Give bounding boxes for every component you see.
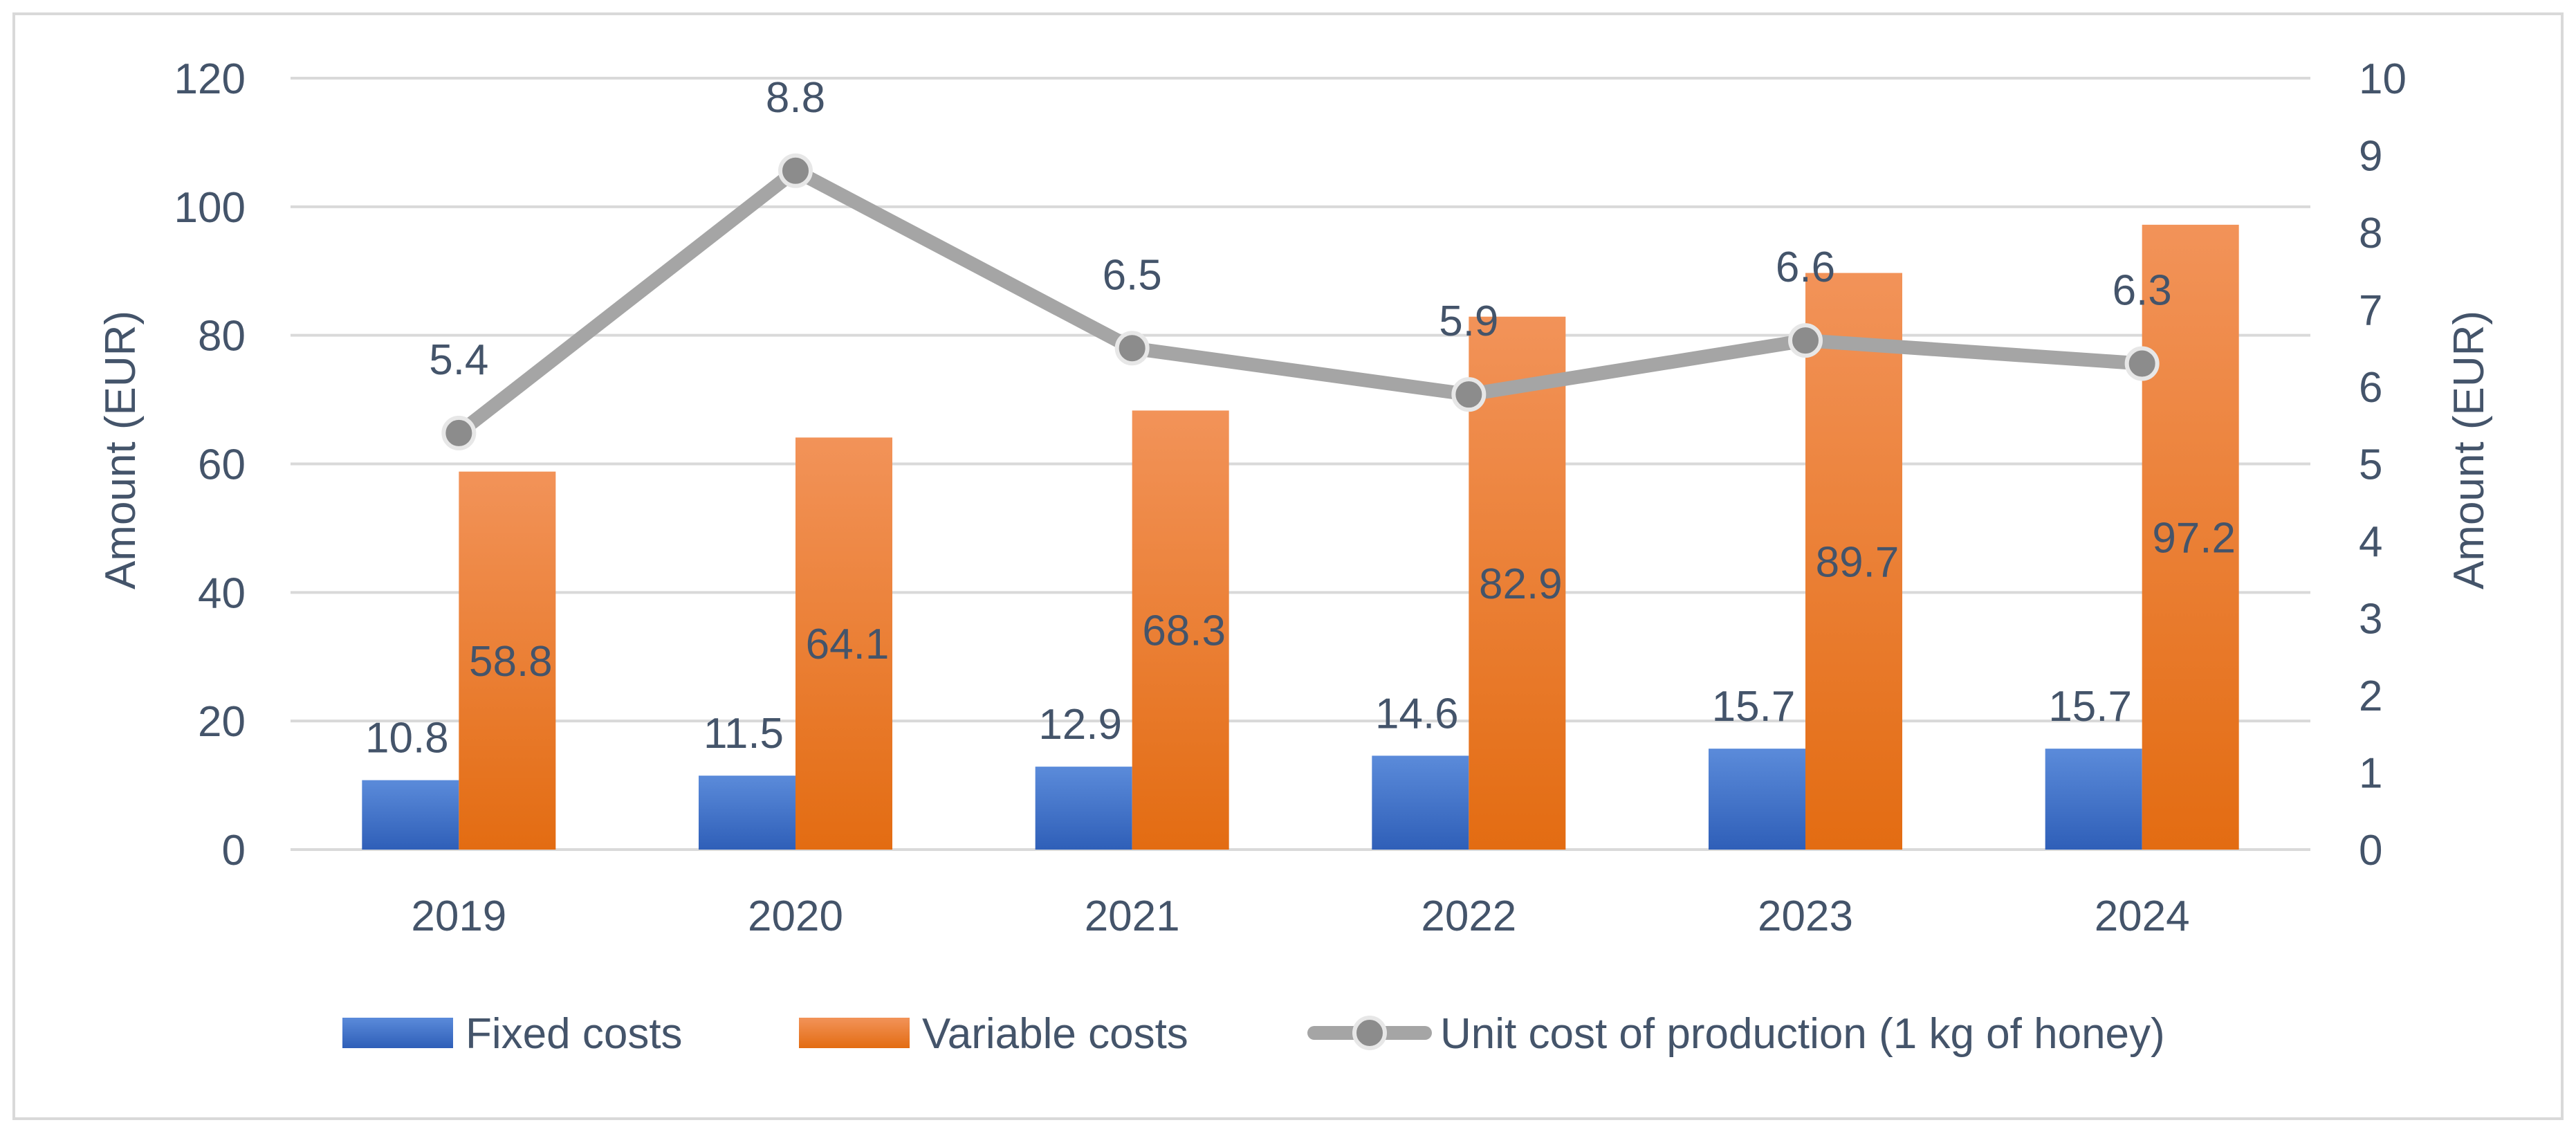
y2-tick-label: 7 — [2359, 287, 2382, 335]
bar-fixed-costs — [1035, 767, 1132, 850]
data-label-variable: 97.2 — [2152, 514, 2236, 562]
bar-variable-costs — [1132, 410, 1229, 850]
y-tick-label: 40 — [198, 569, 246, 617]
data-label-variable: 58.8 — [469, 638, 553, 686]
unit-cost-marker — [1451, 377, 1487, 412]
x-tick-label: 2020 — [748, 892, 843, 940]
legend-marker — [1352, 1016, 1387, 1050]
data-label-fixed: 10.8 — [365, 715, 449, 762]
y-tick-label: 100 — [174, 184, 246, 232]
chart-border — [12, 12, 2564, 1120]
data-label-unit-cost: 6.6 — [1776, 244, 1835, 291]
y2-tick-label: 9 — [2359, 133, 2382, 181]
unit-cost-marker — [1788, 323, 1823, 358]
y-tick-label: 60 — [198, 441, 246, 489]
bar-fixed-costs — [362, 780, 459, 850]
x-tick-label: 2022 — [1421, 892, 1516, 940]
bar-variable-costs — [1469, 316, 1566, 850]
x-tick-label: 2023 — [1758, 892, 1853, 940]
x-tick-label: 2019 — [411, 892, 506, 940]
bar-fixed-costs — [699, 776, 795, 850]
legend-label: Variable costs — [922, 1010, 1188, 1058]
unit-cost-marker — [2124, 346, 2160, 381]
y2-axis-title: Amount (EUR) — [2445, 311, 2493, 589]
y2-tick-label: 0 — [2359, 827, 2382, 874]
x-tick-label: 2024 — [2095, 892, 2190, 940]
bar-variable-costs — [1805, 273, 1902, 850]
data-label-fixed: 11.5 — [703, 710, 784, 758]
bars — [362, 224, 2239, 850]
unit-cost-polyline — [452, 163, 2149, 440]
axes: 0 20 40 60 80 100 120 0 1 2 3 4 5 6 7 8 9 10 Amount (EUR) A… — [97, 55, 2493, 940]
y-tick-label: 80 — [198, 313, 246, 360]
bar-variable-costs — [795, 437, 892, 850]
y2-tick-label: 5 — [2359, 441, 2382, 489]
data-label-variable: 82.9 — [1479, 560, 1563, 608]
data-label-unit-cost: 8.8 — [766, 74, 825, 122]
unit-cost-marker — [441, 415, 477, 450]
y2-tick-label: 3 — [2359, 596, 2382, 643]
legend-label: Fixed costs — [466, 1010, 683, 1058]
bar-fixed-costs — [1709, 749, 1805, 850]
legend-swatch — [342, 1018, 453, 1048]
unit-cost-marker — [1114, 331, 1150, 366]
y-axis-title: Amount (EUR) — [97, 311, 145, 589]
y2-tick-label: 4 — [2359, 518, 2382, 566]
bar-variable-costs — [2142, 224, 2239, 850]
y2-tick-label: 8 — [2359, 210, 2382, 257]
y2-tick-label: 10 — [2359, 55, 2407, 103]
legend-label: Unit cost of production (1 kg of honey) — [1440, 1010, 2165, 1058]
bar-variable-costs — [459, 471, 556, 850]
y-tick-label: 20 — [198, 698, 246, 746]
y-tick-label: 0 — [222, 827, 246, 874]
data-labels: 10.8 58.8 11.5 64.1 12.9 68.3 14.6 82.9 15.7 89.7… — [365, 74, 2236, 762]
y2-tick-label: 1 — [2359, 750, 2382, 798]
y2-tick-label: 2 — [2359, 672, 2382, 720]
data-label-fixed: 15.7 — [2048, 683, 2132, 731]
data-label-variable: 64.1 — [806, 621, 890, 668]
bar-fixed-costs — [1372, 755, 1469, 850]
legend: Fixed costs Variable costs Unit cost of pr… — [342, 1010, 2165, 1058]
y-tick-label: 120 — [174, 55, 246, 103]
data-label-variable: 89.7 — [1816, 538, 1899, 586]
data-label-unit-cost: 5.4 — [429, 336, 488, 384]
data-label-variable: 68.3 — [1142, 607, 1226, 655]
y2-tick-label: 6 — [2359, 364, 2382, 412]
data-label-unit-cost: 6.3 — [2113, 267, 2172, 315]
data-label-fixed: 15.7 — [1712, 683, 1796, 731]
x-tick-label: 2021 — [1085, 892, 1180, 940]
data-label-fixed: 14.6 — [1375, 690, 1459, 738]
data-label-fixed: 12.9 — [1038, 701, 1122, 749]
unit-cost-marker — [778, 153, 813, 188]
unit-cost-line — [441, 153, 2160, 450]
grid-lines — [291, 77, 2310, 851]
bar-fixed-costs — [2045, 749, 2142, 850]
legend-swatch — [799, 1018, 910, 1048]
data-label-unit-cost: 5.9 — [1439, 297, 1498, 345]
data-label-unit-cost: 6.5 — [1103, 251, 1162, 299]
